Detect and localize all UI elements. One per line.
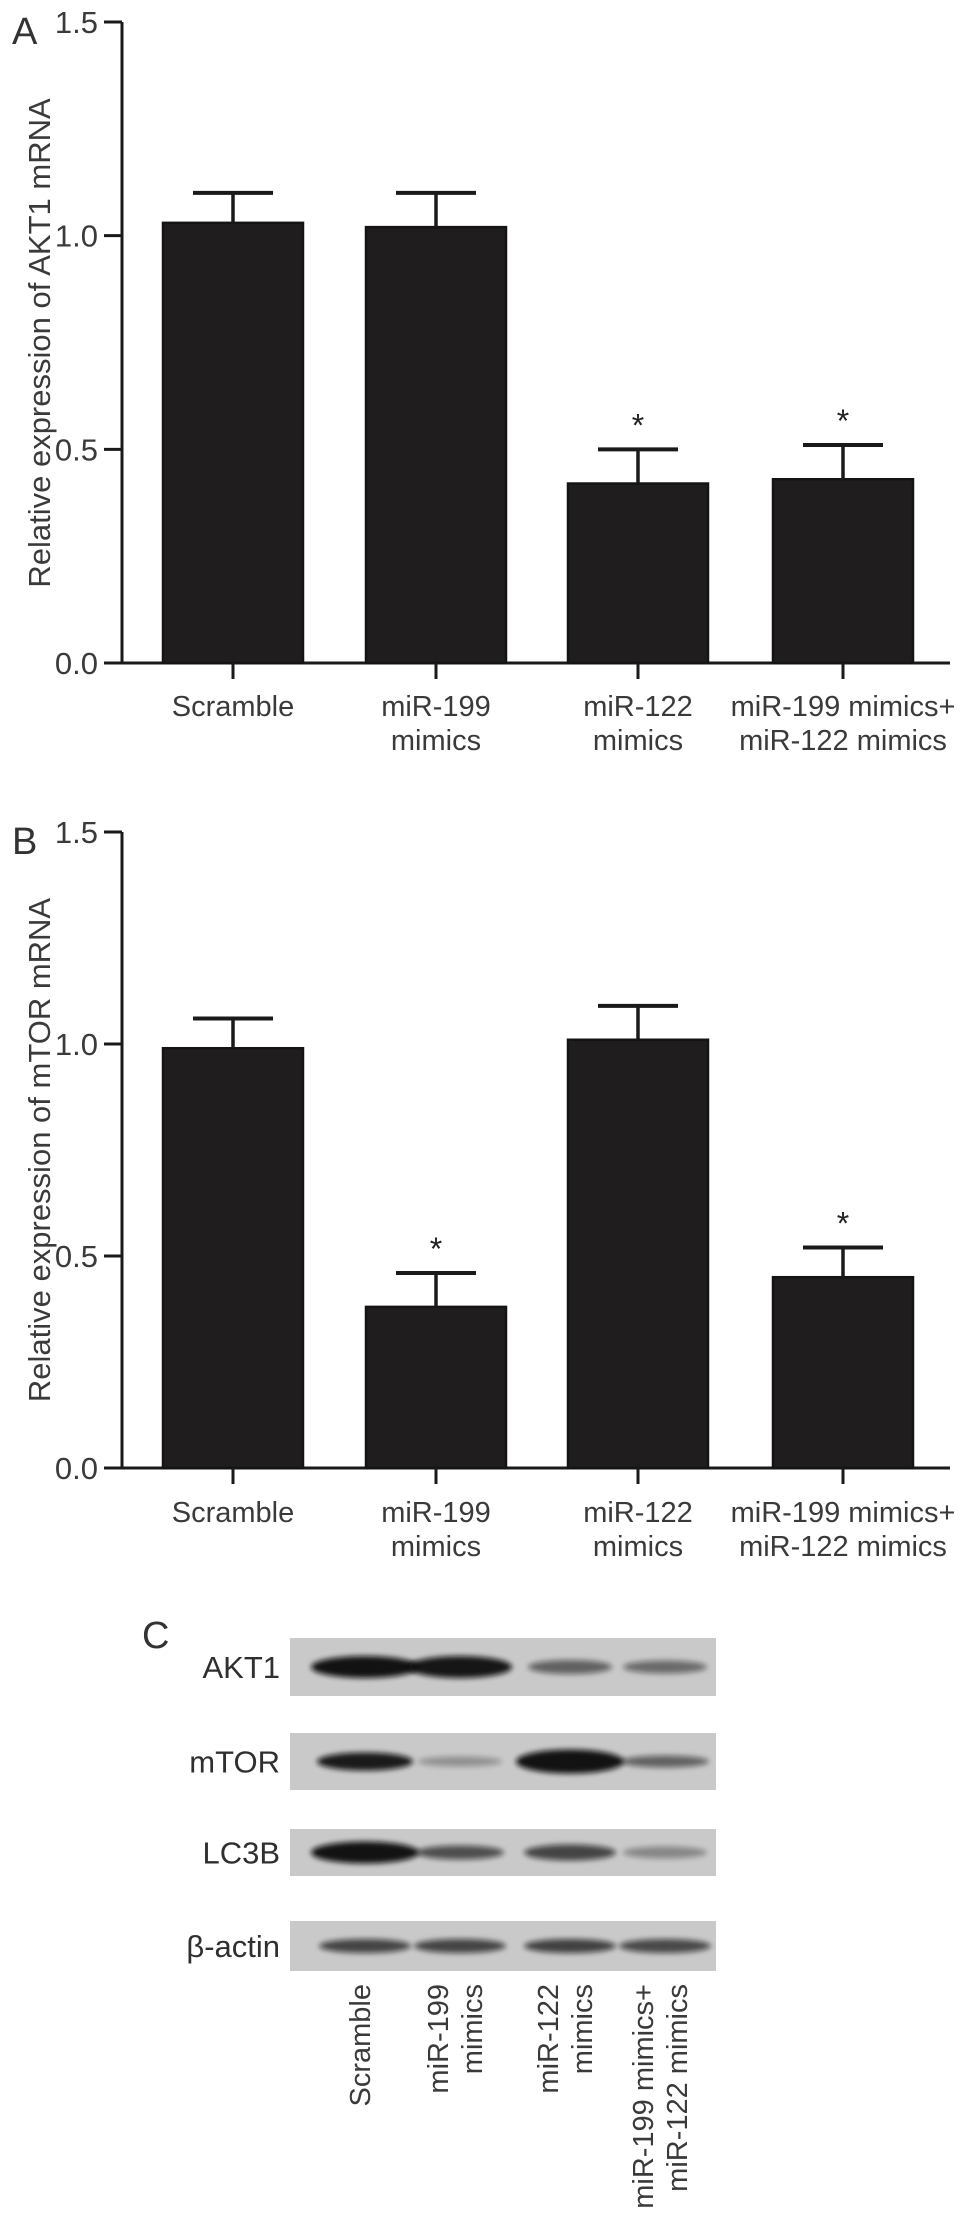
blot-band [619, 1939, 711, 1953]
significance-star: * [632, 407, 644, 443]
blot-band [416, 1845, 504, 1860]
bar [771, 477, 915, 665]
x-category-label: miR-199 mimics+ [731, 691, 956, 723]
bar [771, 1275, 915, 1470]
bar [566, 1038, 710, 1470]
x-category-label: miR-199 [381, 1497, 491, 1529]
y-tick-label: 0.0 [55, 646, 98, 681]
x-category-label: miR-199 [381, 691, 491, 723]
blot-lane-label: mimics [567, 1984, 599, 2074]
x-category-label: Scramble [172, 691, 295, 723]
significance-star: * [837, 403, 849, 439]
blot-row-label: AKT1 [202, 1650, 280, 1685]
bar [364, 1305, 508, 1470]
y-tick-label: 1.0 [55, 219, 98, 254]
blot-band [418, 1756, 502, 1767]
y-tick-label: 0.0 [55, 1451, 98, 1486]
significance-star: * [430, 1231, 442, 1267]
blot-row-label: LC3B [202, 1836, 280, 1871]
blot-band [528, 1660, 612, 1674]
bar [566, 482, 710, 665]
panel-b-bar-chart: B 0.0 0.5 1.0 1.5 Relative expression of mTOR… [12, 815, 955, 1563]
y-axis-title: Relative expression of mTOR mRNA [22, 898, 57, 1403]
y-tick-label: 1.5 [55, 815, 98, 850]
panel-letter: B [12, 821, 37, 863]
x-category-label: mimics [593, 725, 683, 757]
blot-band [408, 1656, 512, 1678]
blot-band [311, 1656, 419, 1678]
y-tick-label: 1.5 [55, 5, 98, 40]
blot-lane-label: miR-122 [533, 1984, 565, 2094]
blot-band [623, 1660, 707, 1674]
panel-letter: A [12, 11, 38, 53]
x-category-label: miR-122 [583, 1497, 693, 1529]
blot-lane-label: Scramble [345, 1984, 377, 2107]
blot-band [524, 1844, 616, 1861]
blot-band [623, 1846, 707, 1859]
blot-band [317, 1752, 413, 1771]
blot-band [319, 1939, 411, 1953]
blot-band [516, 1749, 624, 1774]
panel-a-bar-chart: A 0.0 0.5 1.0 1.5 Relative expression of AKT1… [12, 5, 955, 757]
bar [161, 1046, 305, 1470]
panel-letter: C [142, 1615, 169, 1657]
x-category-label: Scramble [172, 1497, 295, 1529]
x-category-label: mimics [391, 725, 481, 757]
y-tick-label: 0.5 [55, 1239, 98, 1274]
blot-lane-label: mimics [457, 1984, 489, 2074]
blot-band [524, 1939, 616, 1953]
y-tick-label: 1.0 [55, 1027, 98, 1062]
blot-band [414, 1939, 506, 1953]
x-category-label: mimics [391, 1531, 481, 1563]
blot-row-label: mTOR [189, 1745, 280, 1780]
y-tick-label: 0.5 [55, 432, 98, 467]
blot-lane-label: miR-199 mimics+ [628, 1984, 660, 2209]
blot-lane-label: miR-199 [423, 1984, 455, 2094]
x-category-label: miR-122 [583, 691, 693, 723]
blot-row-label: β-actin [186, 1929, 280, 1964]
x-category-label: miR-122 mimics [739, 725, 947, 757]
x-category-label: mimics [593, 1531, 683, 1563]
x-category-label: miR-122 mimics [739, 1531, 947, 1563]
y-axis-title: Relative expression of AKT1 mRNA [22, 98, 57, 588]
blot-lane-label: miR-122 mimics [662, 1984, 694, 2192]
significance-star: * [837, 1206, 849, 1242]
blot-band [621, 1755, 709, 1768]
x-category-label: miR-199 mimics+ [731, 1497, 956, 1529]
bar [161, 221, 305, 665]
bar [364, 225, 508, 665]
blot-band [311, 1841, 419, 1864]
